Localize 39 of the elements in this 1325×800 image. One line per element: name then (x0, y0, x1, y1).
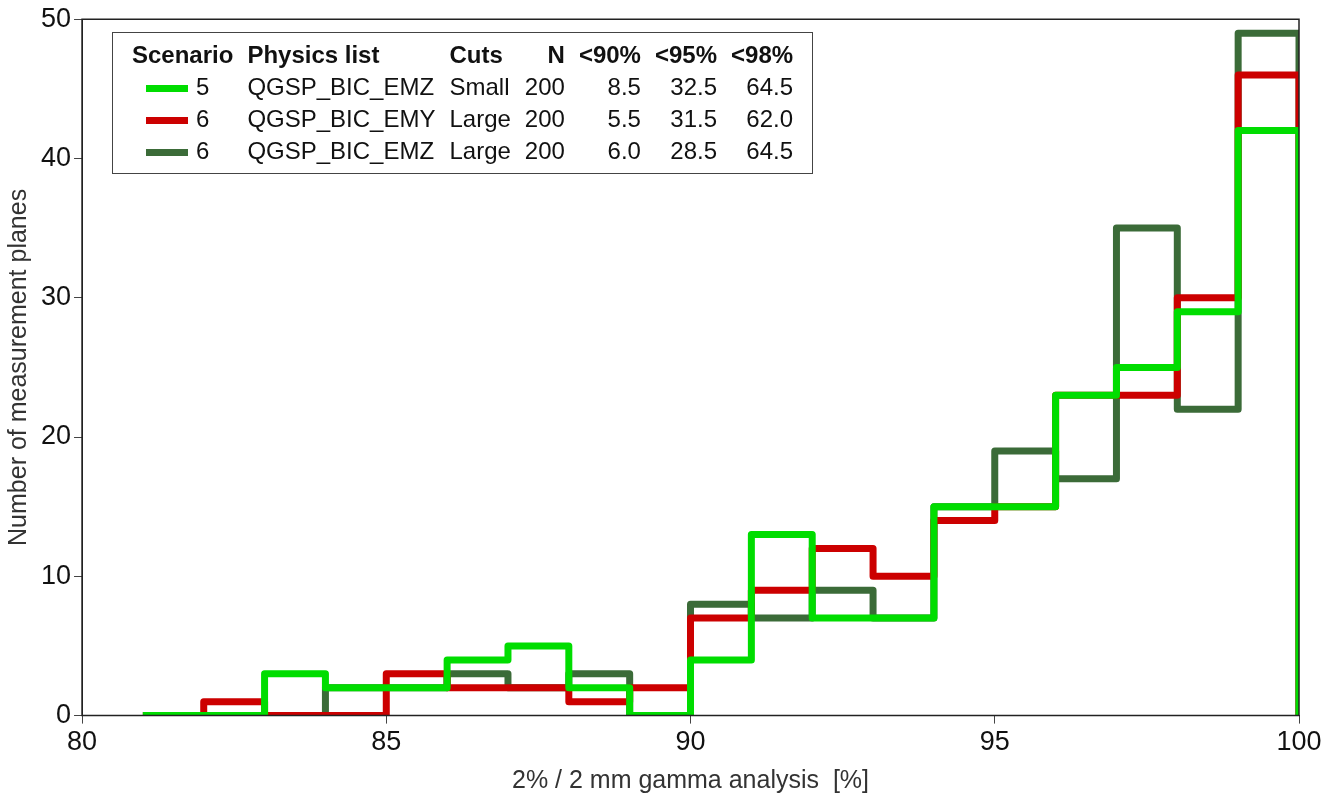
annotation: Large (448, 104, 512, 134)
y-tick-label: 10 (40, 559, 72, 590)
y-tick-label: 20 (40, 420, 72, 451)
annotation: 8.5 (606, 72, 642, 102)
annotation: <98% (730, 40, 795, 70)
annotation: QGSP_BIC_EMZ (246, 72, 436, 102)
annotation: QGSP_BIC_EMZ (246, 136, 436, 166)
annotation: 200 (523, 72, 566, 102)
annotation: 31.5 (669, 104, 718, 134)
annotation: <90% (577, 40, 642, 70)
annotation: 32.5 (669, 72, 718, 102)
y-tick-label: 50 (40, 2, 72, 33)
x-tick-label: 100 (1276, 726, 1322, 757)
annotation: QGSP_BIC_EMY (246, 104, 437, 134)
annotation: 5.5 (606, 104, 642, 134)
x-tick-label: 90 (675, 726, 706, 757)
annotation: 64.5 (745, 72, 795, 102)
legend-label: 6 (196, 137, 210, 164)
x-tick-label: 85 (371, 726, 402, 757)
x-tick-label: 95 (979, 726, 1010, 757)
legend-label: 5 (196, 73, 210, 100)
annotation: Cuts (448, 40, 504, 70)
annotation: Small (448, 72, 511, 102)
annotation: 200 (523, 104, 566, 134)
y-tick-label: 30 (40, 281, 72, 312)
annotation: 28.5 (669, 136, 718, 166)
y-axis-title: Number of measurement planes (2, 188, 31, 546)
annotation: Large (448, 136, 512, 166)
annotation: <95% (653, 40, 718, 70)
annotation: Physics list (246, 40, 381, 70)
annotation: Scenario (131, 40, 235, 70)
x-axis-title: 2% / 2 mm gamma analysis [%] (511, 764, 870, 793)
annotation: N (546, 40, 566, 70)
annotation: 64.5 (745, 136, 795, 166)
annotation: 6.0 (606, 136, 642, 166)
annotation: 62.0 (745, 104, 795, 134)
annotation: 200 (523, 136, 566, 166)
y-tick-label: 40 (40, 141, 72, 172)
legend-label: 6 (196, 105, 210, 132)
